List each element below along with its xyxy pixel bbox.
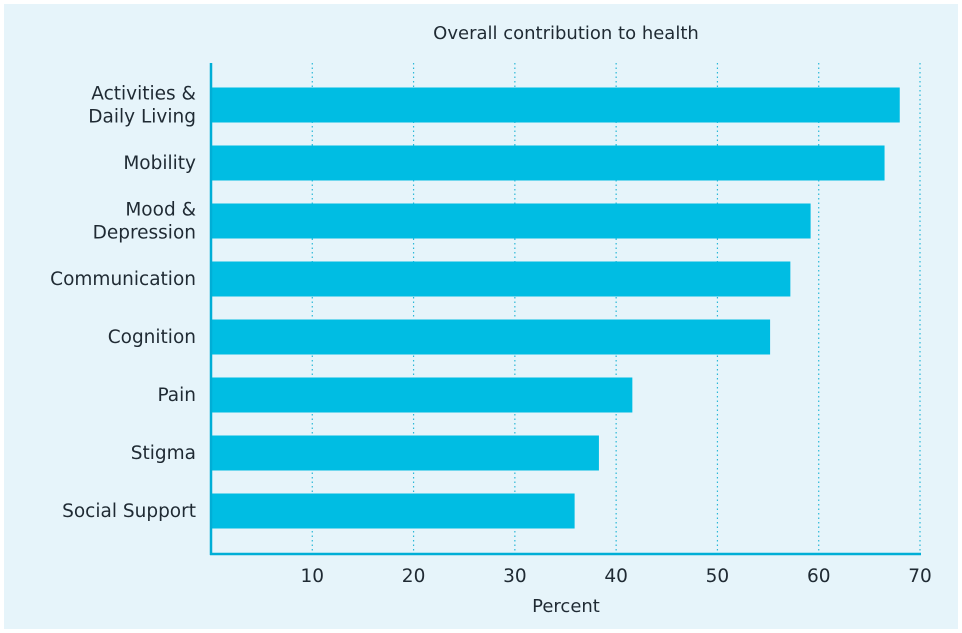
tick-label-10: 10 xyxy=(301,566,325,587)
bar-2 xyxy=(211,203,811,239)
category-label: Communication xyxy=(50,269,196,290)
category-label: Pain xyxy=(157,385,196,406)
tick-label-60: 60 xyxy=(807,566,831,587)
tick-label-20: 20 xyxy=(402,566,426,587)
category-label: Activities & xyxy=(91,84,196,105)
bar-7 xyxy=(211,493,575,529)
category-label: Daily Living xyxy=(88,107,196,128)
bar-1 xyxy=(211,145,885,181)
bar-6 xyxy=(211,435,599,471)
category-label: Cognition xyxy=(108,327,196,348)
axes xyxy=(209,63,921,556)
tick-labels: 10 20 30 40 50 60 70 xyxy=(301,566,932,587)
bar-0 xyxy=(211,87,900,123)
category-label: Mood & xyxy=(125,200,196,221)
tick-label-50: 50 xyxy=(706,566,730,587)
bar-5 xyxy=(211,377,633,413)
category-label: Social Support xyxy=(62,501,196,522)
bars xyxy=(211,87,900,529)
tick-label-30: 30 xyxy=(503,566,527,587)
category-label: Mobility xyxy=(123,153,196,174)
tick-label-70: 70 xyxy=(908,566,932,587)
bar-3 xyxy=(211,261,791,297)
bar-4 xyxy=(211,319,771,355)
chart-title: Overall contribution to health xyxy=(433,23,699,44)
category-labels: Activities &Daily Living Mobility Mood &De… xyxy=(50,84,196,523)
x-axis-title: Percent xyxy=(532,596,600,617)
category-label: Stigma xyxy=(131,443,196,464)
tick-label-40: 40 xyxy=(604,566,628,587)
category-label: Depression xyxy=(93,223,196,244)
gridlines xyxy=(311,63,921,554)
